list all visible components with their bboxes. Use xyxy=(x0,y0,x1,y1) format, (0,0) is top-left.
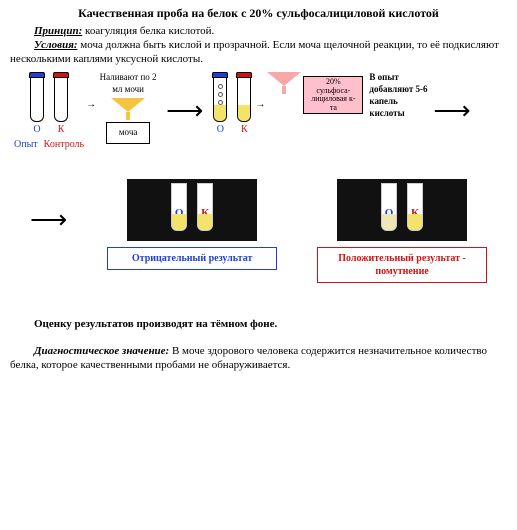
acid-beaker-box: 20% сульфоса-лициловая к-та xyxy=(303,76,363,114)
kontrol-label: Контроль xyxy=(44,138,84,151)
conditions-text: моча должна быть кислой и прозрачной. Ес… xyxy=(10,39,499,65)
tubes-filled: О К xyxy=(211,72,253,136)
tube-k-filled: К xyxy=(235,72,253,136)
label-o: О xyxy=(217,123,224,136)
urine-box: моча xyxy=(106,122,150,144)
diag-label: Диагностическое значение: xyxy=(34,345,169,357)
tube-o-filled: О xyxy=(211,72,229,136)
acid-group: 20% сульфоса-лициловая к-та xyxy=(267,72,363,114)
bubbles xyxy=(214,84,226,105)
liquid xyxy=(214,105,226,121)
tubes-initial: О К Опыт Контроль xyxy=(14,72,84,151)
glass xyxy=(213,78,227,122)
page-title: Качественная проба на белок с 20% сульфо… xyxy=(10,6,507,22)
positive-result-label: Положительный результат - помутнение xyxy=(317,247,487,283)
diagnostic-line: Диагностическое значение: В моче здорово… xyxy=(10,344,507,373)
assessment-line: Оценку результатов производят на тёмном … xyxy=(10,317,507,331)
arrow-small-2: → xyxy=(255,98,265,111)
urine-funnel-group: Наливают по 2 мл мочи моча xyxy=(98,72,158,143)
funnel-yellow xyxy=(111,98,145,120)
liquid xyxy=(238,105,250,121)
acid-box: 20% сульфоса-лициловая к-та xyxy=(303,76,363,114)
liquid xyxy=(198,214,212,230)
glass xyxy=(54,78,68,122)
rack-tube-k-neg: К xyxy=(197,183,213,231)
principle-text: коагуляция белка кислотой. xyxy=(82,25,214,37)
rack-tube-o-pos: О xyxy=(381,183,397,231)
funnel-pink xyxy=(267,72,301,94)
opyt-label: Опыт xyxy=(14,138,38,151)
add-caption: В опыт добавляют 5-6 капель кислоты xyxy=(369,72,429,119)
result-row: ⟶ О К Отрицательный результат О К Пол xyxy=(10,179,507,283)
arrow-large-3: ⟶ xyxy=(30,203,67,237)
conditions-label: Условия: xyxy=(34,39,78,51)
negative-result-block: О К Отрицательный результат xyxy=(107,179,277,270)
tube-k-empty: К xyxy=(52,72,70,136)
label-k: К xyxy=(241,123,248,136)
liquid-turbid xyxy=(382,214,396,230)
liquid xyxy=(172,214,186,230)
arrow-small-1: → xyxy=(86,98,96,111)
label-k: К xyxy=(58,123,65,136)
stage-row-1: О К Опыт Контроль → Наливают по 2 мл моч… xyxy=(10,72,507,151)
liquid xyxy=(408,214,422,230)
principle-label: Принцип: xyxy=(34,25,82,37)
conditions-line: Условия: моча должна быть кислой и прозр… xyxy=(10,38,507,67)
dark-rack-neg: О К xyxy=(127,179,257,241)
dark-rack-pos: О К xyxy=(337,179,467,241)
glass xyxy=(237,78,251,122)
label-o: О xyxy=(33,123,40,136)
rack-tube-o-neg: О xyxy=(171,183,187,231)
arrow-large-1: ⟶ xyxy=(166,94,203,128)
glass xyxy=(30,78,44,122)
arrow-large-2: ⟶ xyxy=(433,94,470,128)
tube-o-empty: О xyxy=(28,72,46,136)
principle-line: Принцип: коагуляция белка кислотой. xyxy=(10,24,507,38)
pour-caption: Наливают по 2 мл мочи xyxy=(98,72,158,95)
rack-tube-k-pos: К xyxy=(407,183,423,231)
positive-result-block: О К Положительный результат - помутнение xyxy=(317,179,487,283)
footer: Оценку результатов производят на тёмном … xyxy=(10,317,507,372)
negative-result-label: Отрицательный результат xyxy=(107,247,277,270)
